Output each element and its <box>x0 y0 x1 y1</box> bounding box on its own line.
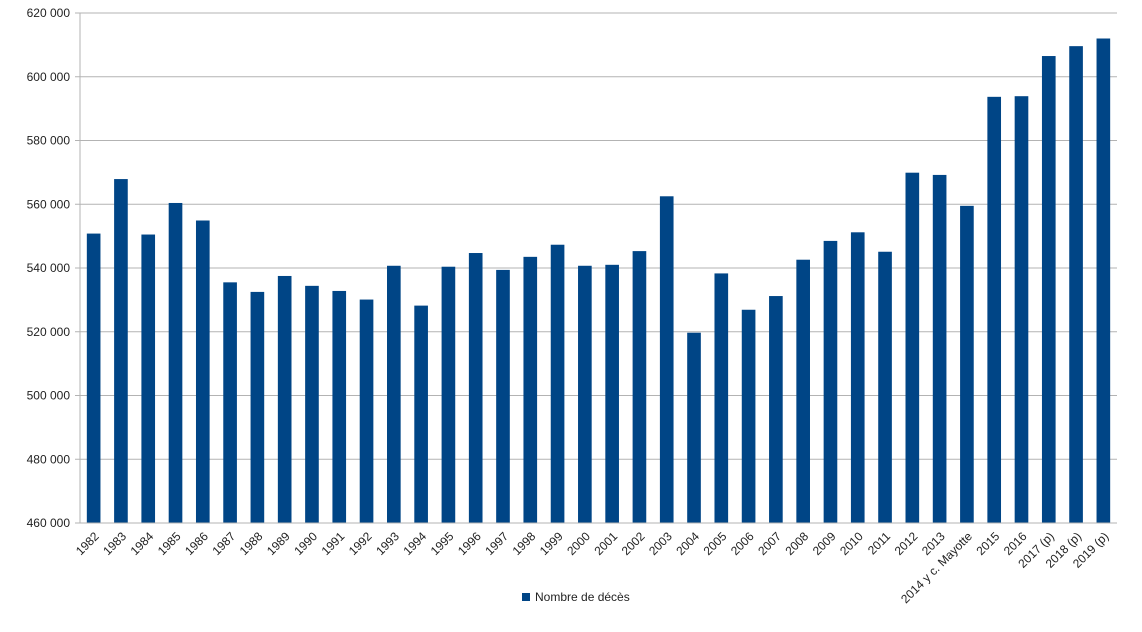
x-tick-label: 2001 <box>591 529 620 558</box>
x-tick-label: 2008 <box>783 529 812 558</box>
x-tick-label: 1988 <box>237 529 266 558</box>
bar <box>414 305 428 523</box>
x-tick-label: 2009 <box>810 529 839 558</box>
gridlines <box>75 12 1117 524</box>
bar <box>523 256 538 523</box>
y-axis-ticks: 460 000 480 000 500 000 520 000 540 000 560 0… <box>27 6 71 530</box>
x-tick-label: 1998 <box>510 529 539 558</box>
x-tick-label: 1986 <box>182 529 211 558</box>
x-tick-label: 1995 <box>428 529 457 558</box>
bar <box>578 265 592 523</box>
bar <box>741 309 756 523</box>
x-tick-label: 1991 <box>319 529 348 558</box>
x-tick-label: 1993 <box>373 529 402 558</box>
legend: Nombre de décès <box>522 590 630 604</box>
bar <box>114 179 128 523</box>
bar <box>659 196 674 523</box>
bar <box>632 251 647 523</box>
x-tick-label: 1992 <box>346 529 375 558</box>
x-tick-label: 1983 <box>100 529 129 558</box>
x-tick-label: 2007 <box>755 529 784 558</box>
bar <box>687 332 701 523</box>
bar <box>823 240 838 523</box>
x-tick-label: 1996 <box>455 529 484 558</box>
x-tick-label: 2010 <box>837 529 866 558</box>
x-tick-label: 2012 <box>892 529 921 558</box>
bar <box>332 290 347 523</box>
y-tick-label: 560 000 <box>27 197 71 211</box>
bar <box>878 251 892 523</box>
y-tick-label: 600 000 <box>27 70 71 84</box>
bar <box>796 259 810 523</box>
bar <box>714 273 729 523</box>
x-tick-label: 2002 <box>619 529 648 558</box>
bar <box>387 265 401 523</box>
bar <box>905 172 920 523</box>
legend-label: Nombre de décès <box>535 590 630 604</box>
x-tick-label: 1987 <box>209 529 238 558</box>
x-tick-label: 1985 <box>155 529 184 558</box>
y-tick-label: 520 000 <box>27 325 71 339</box>
y-tick-label: 580 000 <box>27 134 71 148</box>
y-tick-label: 460 000 <box>27 516 71 530</box>
bar <box>769 296 783 523</box>
bar <box>1069 46 1083 524</box>
x-tick-label: 1997 <box>482 529 511 558</box>
bar <box>359 299 374 523</box>
x-tick-label: 2003 <box>646 529 675 558</box>
x-tick-label: 1984 <box>128 529 157 558</box>
x-tick-label: 1990 <box>291 529 320 558</box>
x-tick-label: 2005 <box>701 529 730 558</box>
x-tick-label: 1982 <box>73 529 102 558</box>
bar <box>168 202 183 523</box>
bars <box>86 38 1111 524</box>
bar <box>932 174 947 524</box>
bar <box>250 291 265 523</box>
x-tick-label: 1994 <box>400 529 429 558</box>
bar <box>141 234 156 523</box>
bar <box>1014 96 1029 523</box>
x-tick-label: 2011 <box>865 529 893 557</box>
bar <box>195 220 210 523</box>
x-tick-label: 1989 <box>264 529 293 558</box>
bar <box>987 96 1002 524</box>
bar <box>960 205 974 523</box>
legend-swatch <box>522 593 530 601</box>
bar <box>496 269 510 523</box>
y-tick-label: 540 000 <box>27 261 71 275</box>
y-tick-label: 480 000 <box>27 452 71 466</box>
bar <box>277 275 292 523</box>
bar <box>305 285 319 523</box>
x-tick-label: 2006 <box>728 529 757 558</box>
bar <box>550 244 565 523</box>
x-tick-label: 2015 <box>974 529 1003 558</box>
x-tick-label: 2000 <box>564 529 593 558</box>
bar <box>605 264 619 523</box>
bar <box>850 232 865 524</box>
bar <box>223 282 237 523</box>
bar <box>441 266 456 523</box>
bar <box>468 253 483 524</box>
y-tick-label: 620 000 <box>27 6 71 20</box>
x-tick-label: 1999 <box>537 529 566 558</box>
bar <box>1041 56 1056 523</box>
x-tick-label: 2004 <box>673 529 702 558</box>
bar <box>86 233 101 523</box>
y-tick-label: 500 000 <box>27 389 71 403</box>
bar <box>1096 38 1111 523</box>
